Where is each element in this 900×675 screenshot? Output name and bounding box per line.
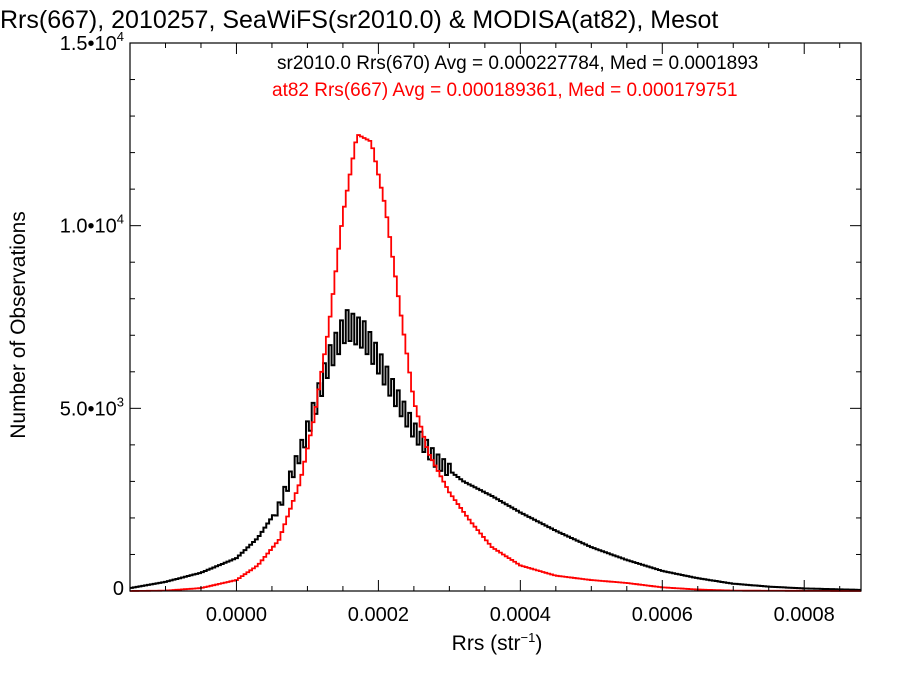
y-tick-label-exponent: 4 [117, 212, 124, 227]
x-axis-label: Rrs (str−1) [452, 630, 543, 655]
y-tick-label-exponent: 3 [117, 394, 124, 409]
x-tick-label: 0.0008 [774, 604, 835, 626]
x-axis-label-sup: −1 [521, 630, 536, 645]
series-histogram-at82 [130, 134, 861, 592]
y-tick-label: 0 [113, 578, 124, 600]
x-tick-label: 0.0000 [206, 604, 267, 626]
y-tick-label-mantissa: 1.5•10 [60, 33, 117, 55]
y-tick-label-mantissa: 1.0•10 [60, 216, 117, 238]
x-axis-label-main: Rrs (str [452, 632, 521, 655]
y-tick-label-mantissa: 0 [113, 578, 124, 600]
x-tick-label: 0.0004 [490, 604, 551, 626]
x-tick-label: 0.0002 [348, 604, 409, 626]
y-tick-label-mantissa: 5.0•10 [60, 398, 117, 420]
axes: 0.0000 0.0002 0.0004 0.0006 0.0008 0 5.0•103 1.… [60, 29, 862, 626]
y-tick-label: 1.5•104 [60, 29, 124, 55]
series-layer [130, 134, 861, 592]
x-axis-label-end: ) [535, 632, 542, 655]
y-tick-label: 1.0•104 [60, 212, 124, 238]
y-tick-label-exponent: 4 [117, 29, 124, 44]
plot-frame [129, 42, 862, 592]
legend-entry-sr2010: sr2010.0 Rrs(670) Avg = 0.000227784, Med… [277, 53, 758, 74]
legend: sr2010.0 Rrs(670) Avg = 0.000227784, Med… [272, 53, 758, 101]
legend-entry-at82: at82 Rrs(667) Avg = 0.000189361, Med = 0… [272, 80, 738, 101]
y-axis-label: Number of Observations [7, 211, 30, 439]
series-histogram-sr2010 [130, 309, 861, 591]
x-tick-label: 0.0006 [632, 604, 693, 626]
y-tick-label: 5.0•103 [60, 394, 124, 420]
chart-title: Rrs(667), 2010257, SeaWiFS(sr2010.0) & M… [0, 6, 718, 34]
